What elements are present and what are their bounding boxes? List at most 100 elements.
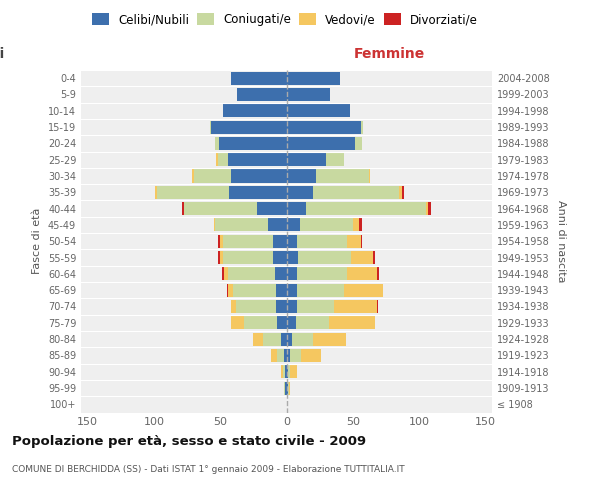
Bar [287,153,326,166]
Bar [253,332,263,345]
Bar [287,218,300,232]
Bar [344,284,383,296]
Bar [231,170,287,182]
Text: Femmine: Femmine [353,48,425,62]
Bar [216,153,218,166]
Bar [271,349,277,362]
Bar [307,202,426,215]
Bar [209,120,211,134]
Bar [228,153,287,166]
Bar [288,382,289,394]
Bar [223,104,287,118]
Bar [221,268,224,280]
Bar [329,316,376,330]
Bar [287,120,361,134]
Bar [369,170,370,182]
Bar [297,284,344,296]
Text: COMUNE DI BERCHIDDA (SS) - Dati ISTAT 1° gennaio 2009 - Elaborazione TUTTITALIA.: COMUNE DI BERCHIDDA (SS) - Dati ISTAT 1°… [12,465,404,474]
Bar [229,186,287,199]
Bar [313,186,399,199]
Bar [287,382,288,394]
Bar [287,104,350,118]
Bar [290,365,297,378]
Bar [220,234,223,248]
Bar [297,268,347,280]
Bar [224,268,228,280]
Bar [263,332,281,345]
Bar [283,365,285,378]
Bar [285,365,287,378]
Bar [223,251,273,264]
Y-axis label: Fasce di età: Fasce di età [32,208,42,274]
Bar [223,234,273,248]
Bar [289,382,290,394]
Bar [228,284,233,296]
Bar [227,284,228,296]
Bar [288,365,290,378]
Bar [361,234,362,248]
Bar [231,72,287,85]
Bar [355,137,362,150]
Bar [313,332,346,345]
Bar [287,300,297,313]
Bar [287,170,316,182]
Bar [347,234,361,248]
Bar [228,268,275,280]
Bar [326,153,344,166]
Bar [287,284,297,296]
Bar [284,382,285,394]
Bar [194,170,231,182]
Bar [231,316,244,330]
Bar [287,332,292,345]
Bar [287,202,307,215]
Bar [215,137,219,150]
Bar [287,234,297,248]
Bar [290,349,301,362]
Bar [399,186,402,199]
Bar [215,218,268,232]
Text: Popolazione per età, sesso e stato civile - 2009: Popolazione per età, sesso e stato civil… [12,435,366,448]
Bar [244,316,277,330]
Bar [257,202,287,215]
Bar [373,251,376,264]
Bar [211,120,287,134]
Bar [316,170,369,182]
Bar [214,218,215,232]
Text: Maschi: Maschi [0,48,5,62]
Bar [276,284,287,296]
Bar [287,251,298,264]
Bar [233,284,276,296]
Bar [297,234,347,248]
Bar [277,316,287,330]
Bar [353,218,359,232]
Bar [275,268,287,280]
Bar [268,218,287,232]
Bar [281,332,287,345]
Bar [218,153,228,166]
Bar [287,349,290,362]
Bar [231,300,236,313]
Bar [238,88,287,101]
Bar [219,137,287,150]
Bar [428,202,431,215]
Bar [193,170,194,182]
Bar [287,268,297,280]
Bar [287,72,340,85]
Bar [298,251,352,264]
Bar [287,365,288,378]
Bar [218,251,220,264]
Bar [426,202,428,215]
Bar [377,268,379,280]
Bar [220,251,223,264]
Bar [277,349,284,362]
Bar [287,88,330,101]
Bar [300,218,353,232]
Bar [273,234,287,248]
Bar [334,300,377,313]
Bar [285,382,287,394]
Bar [359,218,362,232]
Bar [301,349,321,362]
Bar [157,186,229,199]
Bar [284,349,287,362]
Bar [182,202,184,215]
